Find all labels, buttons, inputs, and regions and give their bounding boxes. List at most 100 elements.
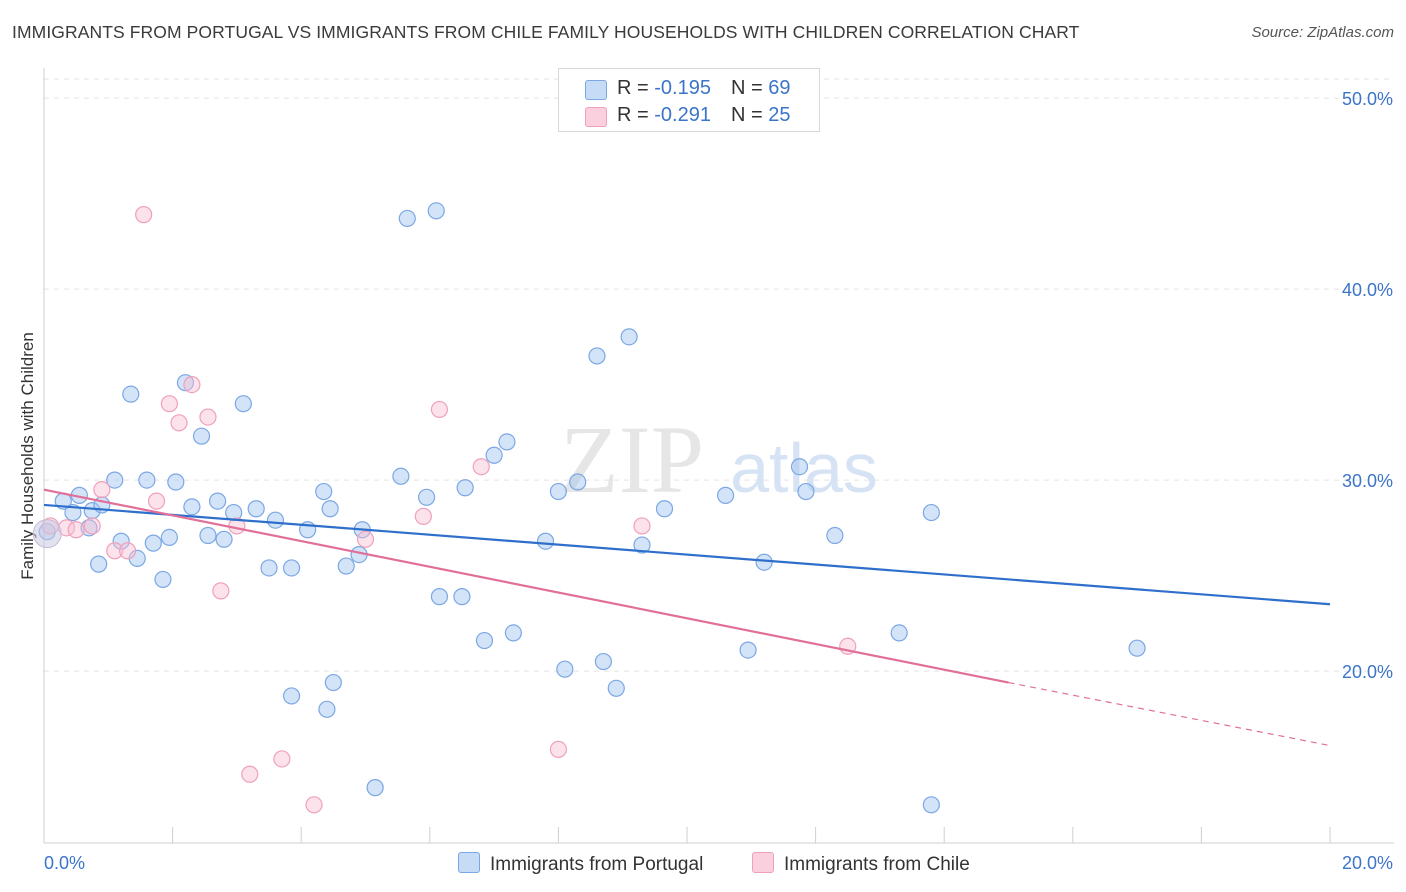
r-value-chile: -0.291 [654, 104, 711, 126]
point-portugal-9 [112, 532, 130, 550]
point-portugal-49 [504, 624, 522, 642]
point-chile-22 [549, 740, 568, 759]
point-chile-21 [472, 458, 490, 476]
x-tick-label-0: 0.0% [44, 853, 85, 873]
point-portugal-43 [430, 588, 449, 606]
series-chile-points [32, 206, 857, 814]
point-chile-17 [305, 796, 323, 814]
point-portugal-25 [247, 500, 265, 518]
point-portugal-28 [282, 559, 301, 577]
point-chile-18 [356, 530, 375, 548]
watermark-atlas: atlas [730, 429, 878, 507]
y-tick-label-40: 40.0% [1342, 280, 1393, 300]
point-portugal-20 [199, 526, 217, 545]
trend-lines [43, 488, 1331, 747]
point-chile-6 [118, 542, 137, 560]
watermark-zip: ZIP [560, 406, 704, 513]
point-chile-10 [170, 414, 188, 432]
point-portugal-4 [83, 502, 101, 520]
x-tick-label-20: 20.0% [1342, 853, 1393, 873]
trend-line-chile-extension [1008, 681, 1331, 747]
point-portugal-64 [797, 482, 815, 501]
gridlines [44, 78, 1394, 672]
source-label: Source: ZipAtlas.com [1251, 24, 1394, 41]
bottom-legend-chile: Immigrants from Chile [752, 852, 970, 876]
point-portugal-62 [755, 553, 773, 571]
point-portugal-35 [337, 557, 355, 575]
point-chile-3 [83, 517, 101, 535]
point-portugal-50 [536, 532, 555, 550]
point-portugal-45 [456, 479, 474, 497]
point-chile-4 [93, 481, 111, 499]
point-chile-7 [135, 206, 153, 224]
point-portugal-22 [215, 530, 233, 548]
chart-title: IMMIGRANTS FROM PORTUGAL VS IMMIGRANTS F… [12, 22, 1080, 42]
trend-line-portugal [43, 503, 1331, 606]
point-portugal-40 [398, 209, 416, 228]
axes [43, 68, 1394, 844]
trend-line-chile [43, 488, 1009, 684]
point-portugal-32 [321, 500, 339, 518]
r-value-portugal: -0.195 [654, 77, 711, 99]
point-chile-9 [160, 395, 178, 413]
point-portugal-59 [655, 500, 674, 518]
point-portugal-67 [922, 503, 940, 522]
point-portugal-63 [790, 458, 809, 476]
point-portugal-61 [739, 641, 757, 659]
point-portugal-53 [569, 473, 587, 491]
point-portugal-7 [106, 471, 124, 489]
point-chile-5 [106, 542, 124, 560]
point-portugal-15 [160, 528, 178, 547]
point-portugal-14 [154, 570, 172, 589]
point-portugal-12 [138, 471, 156, 489]
bottom-legend-portugal: Immigrants from Portugal [458, 852, 703, 876]
tick-labels: 20.0% 30.0% 40.0% 50.0% 0.0% 20.0% [44, 89, 1393, 873]
point-portugal-19 [192, 427, 211, 445]
point-portugal-52 [556, 660, 574, 678]
point-chile-20 [430, 400, 449, 419]
point-overlap-cluster [32, 519, 62, 549]
point-portugal-27 [266, 511, 285, 529]
point-portugal-31 [315, 482, 333, 501]
point-portugal-38 [366, 779, 384, 797]
series-portugal-points [38, 202, 1146, 814]
point-portugal-51 [549, 482, 568, 501]
point-portugal-24 [234, 395, 252, 413]
point-portugal-66 [890, 624, 908, 642]
point-portugal-26 [260, 559, 278, 577]
point-chile-16 [273, 750, 291, 768]
point-portugal-11 [122, 385, 140, 403]
point-portugal-65 [826, 526, 844, 545]
point-portugal-21 [209, 492, 227, 510]
point-chile-19 [414, 507, 432, 525]
y-tick-label-50: 50.0% [1342, 89, 1393, 109]
point-portugal-39 [392, 467, 410, 485]
point-portugal-34 [324, 673, 342, 692]
point-portugal-46 [475, 631, 494, 650]
point-portugal-8 [90, 555, 108, 573]
point-chile-13 [212, 582, 230, 600]
legend-swatch-chile [585, 107, 607, 127]
point-chile-2 [67, 521, 85, 539]
point-portugal-16 [167, 473, 185, 491]
y-tick-label-20: 20.0% [1342, 662, 1393, 682]
point-portugal-13 [144, 534, 162, 552]
point-portugal-57 [620, 328, 638, 346]
point-portugal-44 [453, 588, 471, 606]
point-portugal-41 [417, 488, 436, 506]
n-value-portugal: 69 [768, 77, 791, 99]
point-chile-23 [633, 517, 651, 535]
point-chile-12 [199, 408, 217, 426]
point-portugal-55 [594, 652, 613, 671]
point-portugal-54 [588, 347, 606, 365]
n-value-chile: 25 [768, 104, 791, 126]
point-portugal-29 [282, 687, 301, 705]
point-chile-15 [241, 765, 259, 783]
point-portugal-33 [318, 700, 336, 718]
point-portugal-56 [607, 679, 625, 697]
point-portugal-18 [183, 498, 201, 516]
point-portugal-48 [498, 433, 516, 451]
point-portugal-17 [176, 374, 195, 392]
point-portugal-42 [427, 202, 445, 220]
